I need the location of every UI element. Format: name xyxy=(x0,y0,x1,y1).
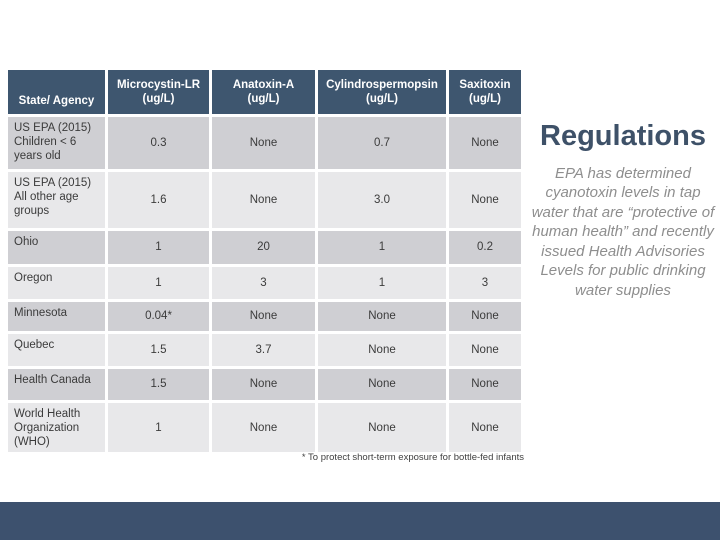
value-cell: None xyxy=(449,172,521,228)
column-header-label: Microcystin-LR xyxy=(116,78,201,91)
column-header-unit: (ug/L) xyxy=(366,93,398,105)
column-header-label: Cylindrospermopsin xyxy=(326,78,438,91)
value-cell: None xyxy=(212,369,315,400)
table-row: Ohio 1 20 1 0.2 xyxy=(8,231,521,264)
column-header-microcystin: Microcystin-LR (ug/L) xyxy=(108,70,209,114)
table-row: Oregon 1 3 1 3 xyxy=(8,267,521,299)
column-header-anatoxin: Anatoxin-A (ug/L) xyxy=(212,70,315,114)
table-row: US EPA (2015) Children < 6 years old 0.3 N… xyxy=(8,117,521,169)
value-cell: None xyxy=(449,369,521,400)
value-cell: None xyxy=(212,172,315,228)
column-header-label: Anatoxin-A xyxy=(232,78,295,91)
value-cell: None xyxy=(449,302,521,331)
value-cell: 3 xyxy=(212,267,315,299)
value-cell: None xyxy=(449,334,521,366)
value-cell: 3 xyxy=(449,267,521,299)
value-cell: 1 xyxy=(318,267,446,299)
agency-cell: Oregon xyxy=(8,267,105,299)
agency-cell: Quebec xyxy=(8,334,105,366)
value-cell: None xyxy=(449,117,521,169)
agency-cell: US EPA (2015) Children < 6 years old xyxy=(8,117,105,169)
table-row: World Health Organization (WHO) 1 None None… xyxy=(8,403,521,453)
value-cell: 1 xyxy=(108,403,209,453)
value-cell: 1.6 xyxy=(108,172,209,228)
value-cell: 20 xyxy=(212,231,315,264)
value-cell: 1 xyxy=(318,231,446,264)
value-cell: None xyxy=(318,334,446,366)
value-cell: 3.0 xyxy=(318,172,446,228)
value-cell: 1 xyxy=(108,267,209,299)
value-cell: 0.3 xyxy=(108,117,209,169)
table-header-row: State/ Agency Microcystin-LR (ug/L) Anat… xyxy=(8,70,521,114)
value-cell: 0.2 xyxy=(449,231,521,264)
column-header-label: Saxitoxin xyxy=(459,78,511,91)
value-cell: None xyxy=(212,403,315,453)
value-cell: None xyxy=(212,302,315,331)
table-row: Quebec 1.5 3.7 None None xyxy=(8,334,521,366)
table-row: US EPA (2015) All other age groups 1.6 Non… xyxy=(8,172,521,228)
footnote: * To protect short-term exposure for bot… xyxy=(301,452,524,463)
agency-cell: Health Canada xyxy=(8,369,105,400)
column-header-state-agency: State/ Agency xyxy=(8,70,105,114)
agency-cell: Minnesota xyxy=(8,302,105,331)
table-body: US EPA (2015) Children < 6 years old 0.3 N… xyxy=(8,117,521,453)
value-cell: 1.5 xyxy=(108,369,209,400)
right-panel: Regulations EPA has determined cyanotoxi… xyxy=(529,120,717,300)
body-text: EPA has determined cyanotoxin levels in … xyxy=(531,164,715,299)
column-header-unit: (ug/L) xyxy=(142,93,175,105)
table-row: Health Canada 1.5 None None None xyxy=(8,369,521,400)
column-header-saxitoxin: Saxitoxin (ug/L) xyxy=(449,70,521,114)
agency-cell: Ohio xyxy=(8,231,105,264)
value-cell: None xyxy=(212,117,315,169)
value-cell: 0.7 xyxy=(318,117,446,169)
footer-bar xyxy=(0,502,720,540)
value-cell: None xyxy=(318,369,446,400)
value-cell: None xyxy=(318,403,446,453)
regulations-table: State/ Agency Microcystin-LR (ug/L) Anat… xyxy=(5,67,524,455)
value-cell: 1.5 xyxy=(108,334,209,366)
agency-cell: US EPA (2015) All other age groups xyxy=(8,172,105,228)
value-cell: 3.7 xyxy=(212,334,315,366)
column-header-unit: (ug/L) xyxy=(469,93,501,105)
page-title: Regulations xyxy=(540,120,706,152)
value-cell: 0.04* xyxy=(108,302,209,331)
table-row: Minnesota 0.04* None None None xyxy=(8,302,521,331)
value-cell: None xyxy=(318,302,446,331)
value-cell: 1 xyxy=(108,231,209,264)
agency-cell: World Health Organization (WHO) xyxy=(8,403,105,453)
value-cell: None xyxy=(449,403,521,453)
column-header-unit: (ug/L) xyxy=(247,93,280,105)
column-header-label: State/ Agency xyxy=(18,94,95,107)
column-header-cylindrospermopsin: Cylindrospermopsin (ug/L) xyxy=(318,70,446,114)
